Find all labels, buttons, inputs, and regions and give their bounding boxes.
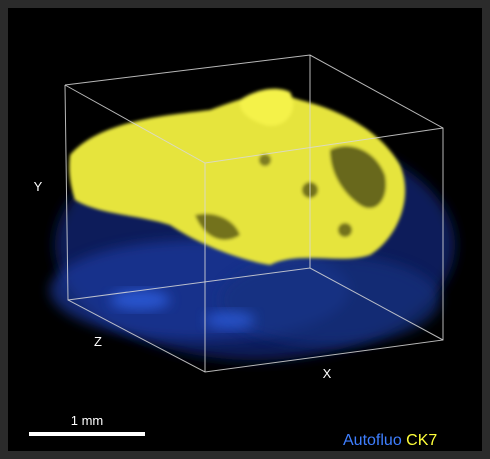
axis-label-y: Y <box>34 179 43 194</box>
scale-bar <box>29 432 145 436</box>
legend: Autofluo CK7 <box>343 432 437 449</box>
scale-bar-label: 1 mm <box>71 413 104 428</box>
micrograph: Y Z X 1 mm Autofluo CK7 <box>0 0 490 459</box>
legend-autofluo: Autofluo <box>343 432 402 449</box>
axis-label-x: X <box>323 366 332 381</box>
axis-label-z: Z <box>94 334 102 349</box>
legend-ck7: CK7 <box>406 432 437 449</box>
